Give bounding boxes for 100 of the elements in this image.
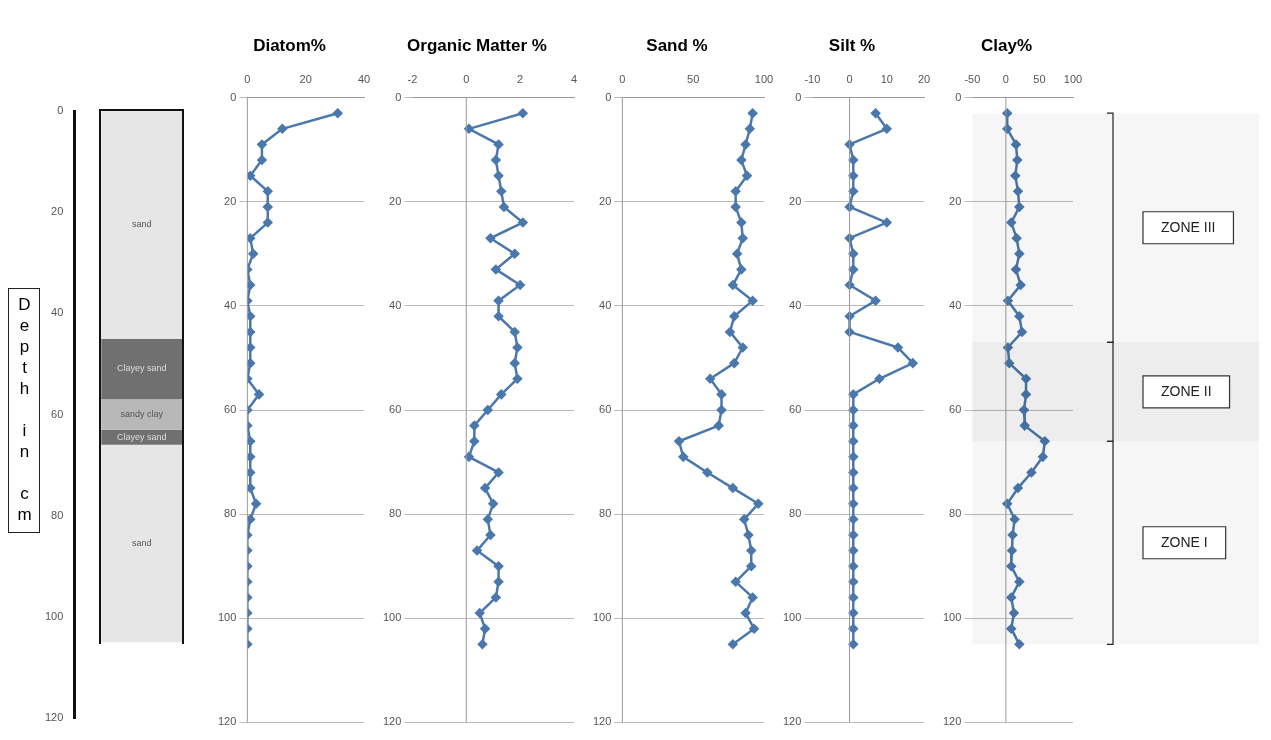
point: [893, 342, 903, 353]
point: [493, 295, 504, 306]
point: [745, 124, 755, 134]
bar: [101, 399, 183, 430]
point: [848, 483, 859, 493]
y-tick-label: 40: [789, 298, 802, 311]
point: [1011, 233, 1022, 243]
y-tick-label: 100: [44, 609, 64, 622]
chart-title: Organic Matter %: [407, 35, 547, 55]
x-tick-label: 10: [880, 73, 893, 86]
point: [848, 608, 859, 618]
point: [730, 202, 741, 212]
y-tick-label: 120: [942, 715, 962, 728]
x-tick-label: -2: [407, 73, 418, 86]
point: [848, 405, 859, 415]
point: [753, 498, 764, 509]
point: [518, 108, 528, 118]
y-tick-label: 40: [51, 306, 64, 319]
series-label: sandy clay: [120, 408, 164, 419]
x-tick-label: 40: [357, 73, 371, 86]
point: [485, 233, 496, 243]
point: [908, 358, 918, 368]
y-tick-label: 40: [949, 298, 962, 311]
point: [705, 374, 715, 384]
point: [728, 280, 738, 290]
point: [496, 186, 507, 197]
point: [848, 436, 859, 446]
point: [740, 608, 751, 618]
point: [740, 139, 751, 150]
y-tick-label: 0: [605, 90, 612, 103]
x-tick-label: 4: [570, 73, 578, 86]
point: [848, 623, 859, 634]
point: [728, 483, 738, 493]
x-tick-label: 0: [846, 73, 853, 86]
point: [844, 311, 855, 322]
chart-title: Sand %: [646, 35, 708, 55]
point: [1009, 514, 1020, 525]
point: [509, 327, 520, 337]
series-label: Clayey sand: [116, 431, 167, 442]
point: [848, 514, 859, 525]
point: [848, 561, 859, 571]
point: [464, 124, 474, 134]
point: [1017, 327, 1027, 337]
point: [491, 264, 501, 275]
series-label: sand: [131, 537, 152, 548]
point: [738, 342, 748, 353]
band-label: ZONE I: [1161, 533, 1208, 550]
point: [702, 467, 713, 478]
x-tick-label: 0: [619, 73, 626, 86]
x-tick-label: 0: [463, 73, 470, 86]
point: [1014, 577, 1025, 587]
y-axis-title: Depth in cm: [8, 287, 40, 533]
point: [1021, 389, 1031, 400]
point: [1009, 608, 1019, 618]
point: [1007, 545, 1017, 556]
point: [747, 592, 758, 603]
point: [1006, 217, 1017, 228]
point: [882, 124, 892, 134]
point: [725, 327, 735, 337]
point: [870, 108, 881, 118]
point: [848, 186, 859, 197]
point: [1013, 483, 1023, 493]
point: [1019, 420, 1030, 431]
point: [509, 249, 520, 259]
bar: [101, 338, 183, 400]
y-tick-label: 100: [592, 611, 612, 624]
point: [469, 420, 480, 431]
x-tick-label: 20: [917, 73, 931, 86]
y-tick-label: 40: [389, 298, 402, 311]
y-tick-label: 0: [395, 90, 402, 103]
chart-title: Silt %: [828, 35, 876, 55]
y-tick-label: 100: [382, 611, 402, 624]
y-tick-label: 120: [44, 711, 64, 724]
y-tick-label: 60: [789, 403, 802, 416]
y-tick-label: 20: [949, 194, 962, 207]
point: [716, 405, 727, 415]
point: [1006, 623, 1017, 634]
point: [483, 405, 493, 415]
y-tick-label: 0: [230, 90, 237, 103]
point: [1004, 358, 1015, 368]
point: [512, 342, 523, 353]
y-tick-label: 100: [782, 611, 802, 624]
y-tick-label: 20: [599, 194, 612, 207]
point: [848, 249, 859, 259]
point: [736, 217, 747, 228]
series-label: sand: [131, 219, 152, 230]
point: [848, 170, 859, 181]
point: [1040, 436, 1050, 446]
point: [1038, 452, 1048, 462]
point: [747, 108, 758, 118]
point: [848, 420, 859, 431]
y-tick-label: 120: [782, 715, 802, 728]
y-tick-label: 20: [51, 205, 64, 218]
point: [483, 514, 493, 525]
y-tick-label: 60: [949, 403, 962, 416]
point: [1012, 155, 1023, 165]
band-label: ZONE II: [1161, 382, 1212, 399]
y-tick-label: 100: [942, 611, 962, 624]
point: [512, 374, 523, 384]
point: [746, 545, 756, 556]
